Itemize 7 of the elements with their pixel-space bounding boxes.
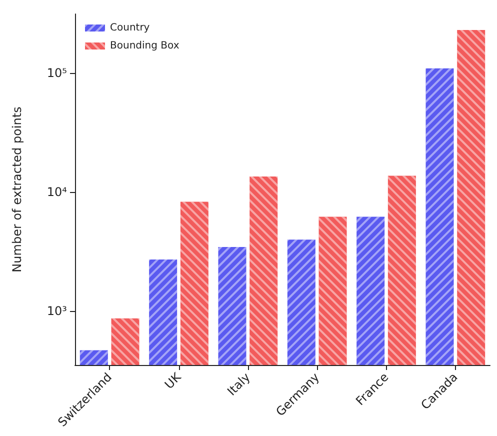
legend-label: Bounding Box (110, 40, 180, 52)
y-tick-label: 10⁴ (46, 184, 68, 199)
y-axis-title: Number of extracted points (10, 106, 24, 272)
y-tick-label: 10³ (46, 304, 68, 318)
legend-label: Country (110, 22, 150, 34)
x-tick-label: UK (162, 369, 184, 392)
y-tick-label: 10⁵ (46, 66, 68, 80)
